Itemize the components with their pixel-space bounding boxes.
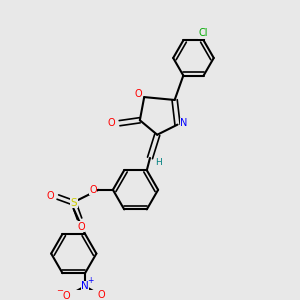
Text: S: S bbox=[70, 198, 77, 208]
Text: Cl: Cl bbox=[199, 28, 208, 38]
Text: O: O bbox=[108, 118, 115, 128]
Text: +: + bbox=[87, 277, 94, 286]
Text: O: O bbox=[97, 290, 105, 300]
Text: H: H bbox=[155, 158, 161, 167]
Text: N: N bbox=[180, 118, 188, 128]
Text: N: N bbox=[81, 281, 89, 291]
Text: O: O bbox=[134, 88, 142, 99]
Text: O: O bbox=[89, 185, 97, 195]
Text: −: − bbox=[56, 286, 63, 296]
Text: O: O bbox=[77, 222, 85, 232]
Text: O: O bbox=[46, 190, 54, 201]
Text: O: O bbox=[62, 291, 70, 300]
